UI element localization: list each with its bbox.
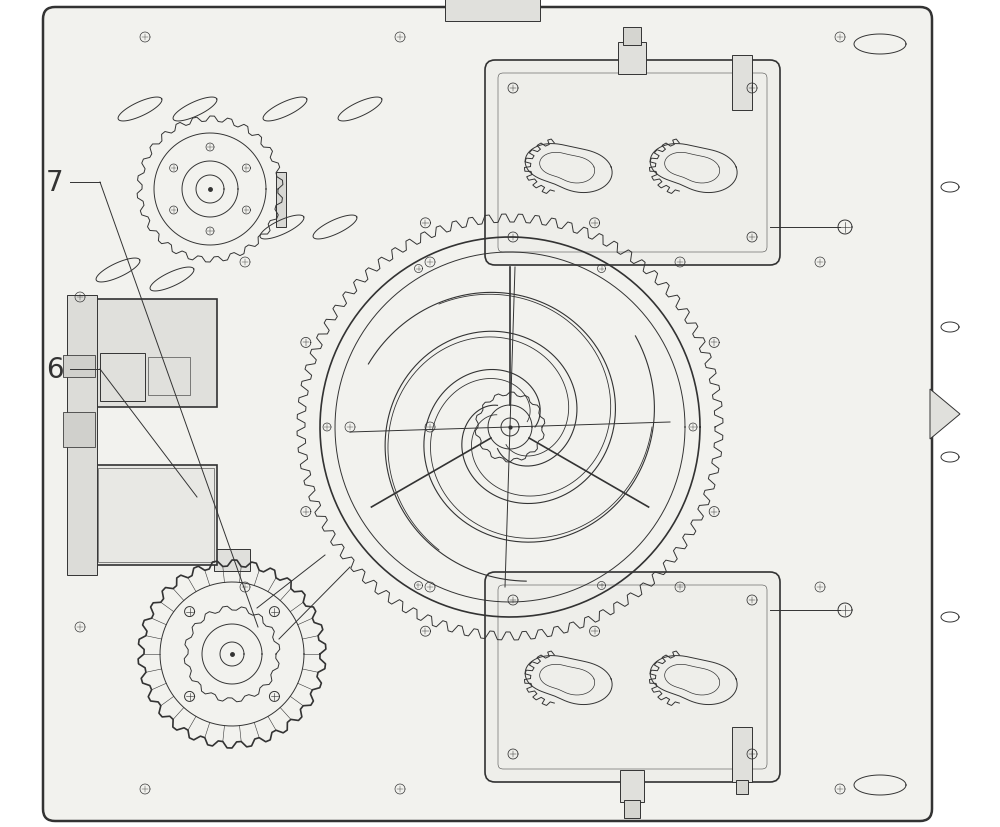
Bar xyxy=(276,173,286,227)
Bar xyxy=(620,770,644,802)
Bar xyxy=(63,356,95,378)
Bar xyxy=(95,299,217,408)
Bar xyxy=(445,0,540,22)
Text: 7: 7 xyxy=(46,169,64,197)
Bar xyxy=(736,780,748,794)
Bar xyxy=(732,56,752,111)
Bar xyxy=(100,354,145,402)
Bar xyxy=(148,357,190,395)
Bar xyxy=(95,466,217,566)
Bar xyxy=(67,295,97,576)
Bar xyxy=(623,28,641,46)
FancyBboxPatch shape xyxy=(485,572,780,782)
FancyBboxPatch shape xyxy=(485,61,780,265)
Bar xyxy=(98,468,214,562)
Polygon shape xyxy=(930,390,960,439)
Bar xyxy=(732,727,752,782)
Bar xyxy=(624,800,640,818)
Bar xyxy=(618,43,646,75)
Bar xyxy=(63,413,95,447)
Bar xyxy=(214,549,250,571)
Text: 6: 6 xyxy=(46,356,64,384)
FancyBboxPatch shape xyxy=(43,8,932,821)
